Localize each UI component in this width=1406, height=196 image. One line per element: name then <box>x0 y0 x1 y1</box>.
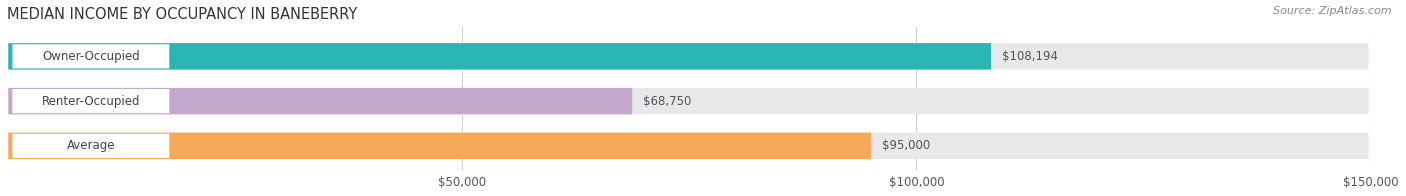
FancyBboxPatch shape <box>8 133 870 159</box>
Text: $108,194: $108,194 <box>1002 50 1057 63</box>
Text: Renter-Occupied: Renter-Occupied <box>42 95 141 108</box>
FancyBboxPatch shape <box>13 134 169 158</box>
FancyBboxPatch shape <box>8 88 633 114</box>
FancyBboxPatch shape <box>8 43 991 70</box>
FancyBboxPatch shape <box>8 43 1368 70</box>
FancyBboxPatch shape <box>13 89 169 113</box>
Text: Source: ZipAtlas.com: Source: ZipAtlas.com <box>1274 6 1392 16</box>
Text: Average: Average <box>66 139 115 152</box>
Text: Owner-Occupied: Owner-Occupied <box>42 50 139 63</box>
Text: $68,750: $68,750 <box>643 95 692 108</box>
Text: MEDIAN INCOME BY OCCUPANCY IN BANEBERRY: MEDIAN INCOME BY OCCUPANCY IN BANEBERRY <box>7 7 357 22</box>
Text: $95,000: $95,000 <box>882 139 931 152</box>
FancyBboxPatch shape <box>8 133 1368 159</box>
FancyBboxPatch shape <box>8 88 1368 114</box>
FancyBboxPatch shape <box>13 44 169 68</box>
